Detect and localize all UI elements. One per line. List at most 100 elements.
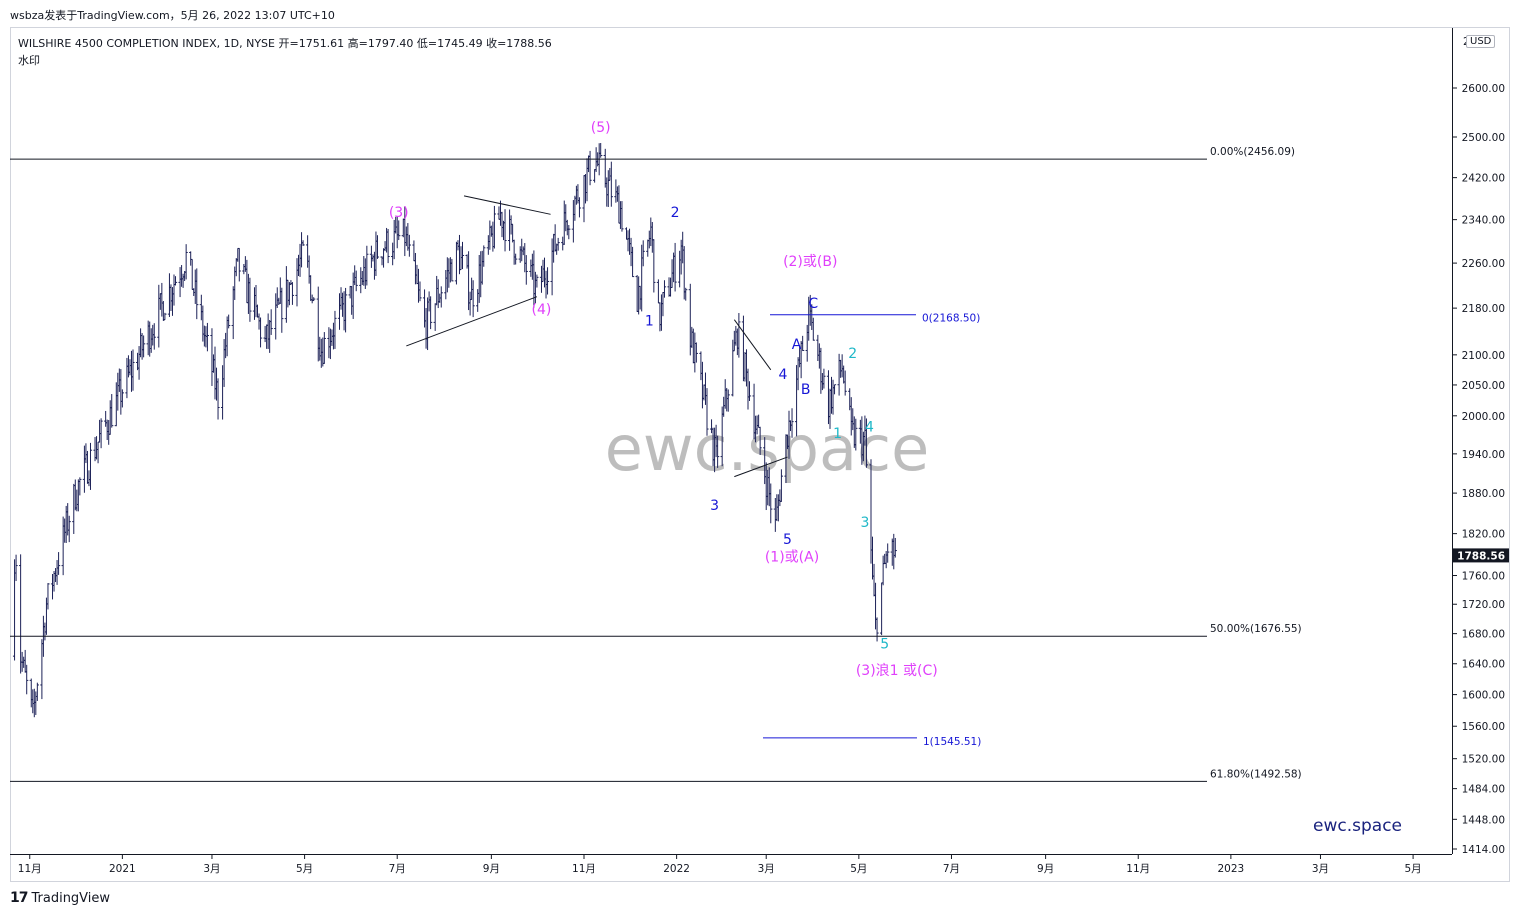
last-price-marker[interactable]	[1453, 548, 1509, 563]
candle[interactable]	[131, 349, 135, 391]
candle[interactable]	[684, 287, 688, 301]
currency-badge[interactable]: USD	[1466, 35, 1496, 48]
candle[interactable]	[662, 280, 667, 298]
candle[interactable]	[567, 225, 571, 240]
candle[interactable]	[747, 381, 752, 401]
candle[interactable]	[67, 515, 71, 543]
candle[interactable]	[801, 335, 805, 352]
candle[interactable]	[641, 240, 645, 267]
candle[interactable]	[716, 435, 720, 468]
candle[interactable]	[205, 322, 210, 352]
candle[interactable]	[216, 378, 220, 420]
candle[interactable]	[258, 317, 263, 348]
candle[interactable]	[46, 583, 50, 610]
candle[interactable]	[56, 552, 61, 575]
candle[interactable]	[599, 142, 603, 158]
candle[interactable]	[397, 220, 401, 241]
candle[interactable]	[832, 384, 837, 395]
candle[interactable]	[227, 314, 231, 329]
candle[interactable]	[120, 389, 124, 408]
candle[interactable]	[375, 235, 380, 259]
candle[interactable]	[864, 418, 869, 468]
candle[interactable]	[577, 197, 582, 218]
candle[interactable]	[248, 277, 252, 322]
candle[interactable]	[673, 242, 677, 292]
candle[interactable]	[843, 370, 847, 396]
candle[interactable]	[78, 477, 82, 496]
candle[interactable]	[886, 543, 890, 563]
candle[interactable]	[875, 617, 879, 642]
time-axis[interactable]: 11月 2021 3月 5月 7月 9月 11月 2022 3月 5月 7月 9月 11月 2023 3月 5…	[10, 854, 1452, 882]
candle[interactable]	[656, 279, 660, 304]
trendline[interactable]	[733, 319, 772, 371]
candle[interactable]	[482, 245, 486, 267]
candle[interactable]	[418, 281, 422, 302]
candle[interactable]	[333, 310, 337, 349]
candle[interactable]	[514, 253, 518, 265]
candle[interactable]	[152, 323, 156, 350]
symbol-legend[interactable]: WILSHIRE 4500 COMPLETION INDEX, 1D, NYSE…	[18, 37, 552, 50]
candle[interactable]	[269, 309, 273, 335]
price-axis[interactable]: 2600.00 2500.00 2420.00 2340.00 2260.00 2180.…	[1452, 28, 1510, 854]
candle[interactable]	[880, 582, 884, 636]
candle[interactable]	[620, 201, 624, 232]
candle[interactable]	[365, 245, 369, 286]
candle[interactable]	[758, 426, 762, 456]
candle[interactable]	[173, 276, 178, 286]
candle[interactable]	[429, 296, 433, 330]
candle[interactable]	[705, 388, 709, 436]
candle[interactable]	[460, 241, 465, 270]
candle[interactable]	[535, 274, 539, 288]
candle[interactable]	[854, 418, 858, 451]
candle[interactable]	[433, 303, 437, 331]
candle[interactable]	[630, 246, 635, 278]
candle[interactable]	[25, 664, 29, 695]
candle[interactable]	[386, 229, 390, 264]
price-tick-label: 1448.00	[1462, 814, 1505, 826]
candle[interactable]	[893, 537, 897, 558]
candle[interactable]	[280, 287, 284, 333]
trendline[interactable]	[463, 195, 551, 215]
footer-brand[interactable]: 17 TradingView	[10, 890, 110, 906]
candle[interactable]	[779, 469, 783, 502]
candle[interactable]	[163, 312, 167, 321]
candle[interactable]	[524, 255, 528, 285]
trendline[interactable]	[406, 296, 538, 347]
candle[interactable]	[811, 317, 815, 341]
candle[interactable]	[110, 394, 114, 428]
candle[interactable]	[237, 247, 241, 282]
candle[interactable]	[556, 237, 560, 251]
candle[interactable]	[322, 332, 326, 364]
candle[interactable]	[99, 418, 103, 449]
candle[interactable]	[290, 282, 295, 305]
candle[interactable]	[354, 270, 358, 292]
candle[interactable]	[737, 313, 741, 358]
candle[interactable]	[694, 342, 698, 363]
chart-plot-area[interactable]: ewc.space 0.00%(2456.09) 50.00%(1676.55) 61…	[10, 28, 1452, 854]
candle[interactable]	[407, 234, 411, 257]
candle[interactable]	[822, 368, 826, 389]
candle[interactable]	[769, 483, 773, 524]
candle[interactable]	[790, 408, 794, 438]
candle[interactable]	[184, 244, 188, 280]
candle[interactable]	[503, 209, 507, 252]
candle[interactable]	[471, 280, 475, 318]
candle[interactable]	[14, 554, 18, 582]
candle[interactable]	[439, 286, 443, 308]
candle[interactable]	[301, 240, 305, 246]
candle[interactable]	[492, 205, 497, 249]
candle[interactable]	[545, 267, 550, 295]
candle[interactable]	[588, 150, 592, 186]
candle[interactable]	[609, 161, 613, 207]
candle[interactable]	[652, 239, 656, 293]
candle[interactable]	[88, 442, 93, 490]
candle[interactable]	[195, 268, 199, 320]
candle[interactable]	[450, 258, 454, 282]
candle[interactable]	[35, 682, 39, 701]
candle[interactable]	[312, 297, 316, 302]
candle[interactable]	[726, 389, 730, 412]
time-tick-label: 2021	[109, 863, 136, 875]
trendline[interactable]	[734, 456, 788, 478]
candle[interactable]	[142, 335, 146, 358]
candle[interactable]	[343, 287, 348, 333]
